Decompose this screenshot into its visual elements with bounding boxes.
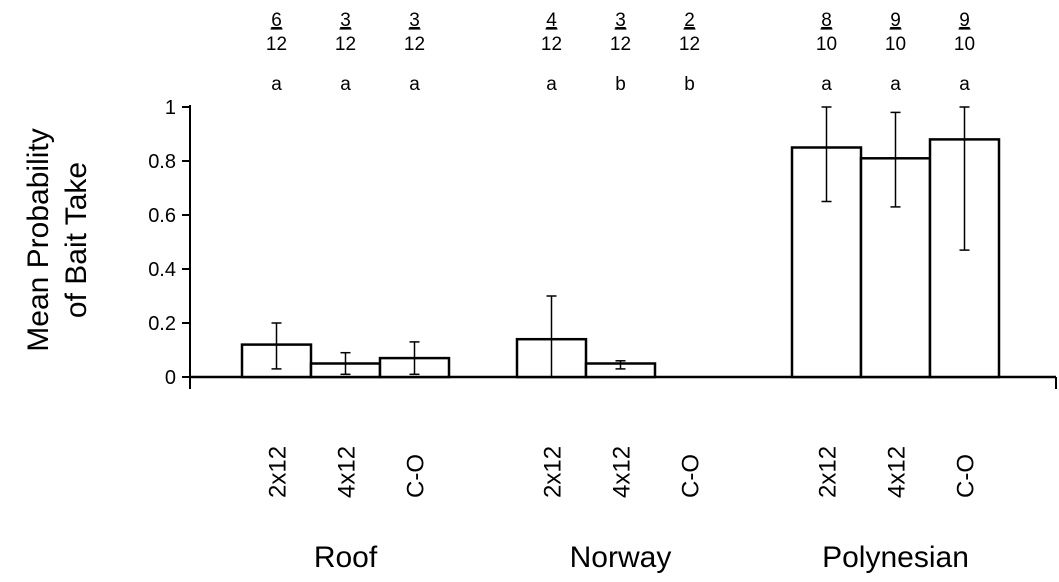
bars xyxy=(240,106,1001,379)
fraction-denominator: 12 xyxy=(610,34,631,55)
category-label: 2x12 xyxy=(540,446,567,498)
y-axis-label: Mean Probability of Bait Take xyxy=(22,128,93,351)
y-tick-label: 0.8 xyxy=(148,151,176,173)
significance-letter: a xyxy=(409,74,420,95)
y-tick-label: 0.2 xyxy=(148,313,176,335)
y-tick-label: 0.4 xyxy=(148,259,176,281)
y-tick-label: 0.6 xyxy=(148,205,176,227)
fraction-denominator: 12 xyxy=(541,34,562,55)
fraction-numerator: 6 xyxy=(271,10,282,31)
fraction-denominator: 12 xyxy=(404,34,425,55)
category-label: 4x12 xyxy=(884,446,911,498)
fraction-numerator: 3 xyxy=(340,10,351,31)
fraction-numerator: 4 xyxy=(546,10,557,31)
category-label: 2x12 xyxy=(265,446,292,498)
fraction-denominator: 10 xyxy=(885,34,906,55)
fraction-numerator: 2 xyxy=(684,10,695,31)
y-tick-label: 0 xyxy=(165,367,176,389)
group-label: Norway xyxy=(570,541,672,574)
group-label: Polynesian xyxy=(822,541,969,574)
category-label: C-O xyxy=(403,454,430,498)
fraction-denominator: 12 xyxy=(679,34,700,55)
fraction-denominator: 10 xyxy=(816,34,837,55)
significance-letter: a xyxy=(546,74,557,95)
fraction-denominator: 10 xyxy=(954,34,975,55)
significance-letter: b xyxy=(684,74,695,95)
fraction-denominator: 12 xyxy=(266,34,287,55)
significance-letter: a xyxy=(271,74,282,95)
category-label: 4x12 xyxy=(609,446,636,498)
group-label: Roof xyxy=(314,541,378,574)
annotations: 6 12 a 3 12 a 3 12 a 4 12 a 3 12 b 2 12 b 8 10 a 9 10 a 9 10 a xyxy=(266,10,975,95)
category-label: C-O xyxy=(953,454,980,498)
significance-letter: a xyxy=(890,74,901,95)
y-axis-label-line-1: Mean Probability xyxy=(22,128,55,351)
category-label: 2x12 xyxy=(815,446,842,498)
y-tick-label: 1 xyxy=(165,97,176,119)
significance-letter: b xyxy=(615,74,626,95)
fraction-numerator: 9 xyxy=(890,10,901,31)
significance-letter: a xyxy=(959,74,970,95)
significance-letter: a xyxy=(340,74,351,95)
category-label: 4x12 xyxy=(334,446,361,498)
fraction-numerator: 3 xyxy=(409,10,420,31)
category-labels: 2x12 4x12 C-O Roof 2x12 4x12 C-O Norway 2x12 4x12… xyxy=(265,446,980,574)
category-label: C-O xyxy=(678,454,705,498)
fraction-numerator: 9 xyxy=(959,10,970,31)
fraction-numerator: 8 xyxy=(821,10,832,31)
y-axis-label-line-2: of Bait Take xyxy=(60,162,93,318)
fraction-denominator: 12 xyxy=(335,34,356,55)
significance-letter: a xyxy=(821,74,832,95)
fraction-numerator: 3 xyxy=(615,10,626,31)
